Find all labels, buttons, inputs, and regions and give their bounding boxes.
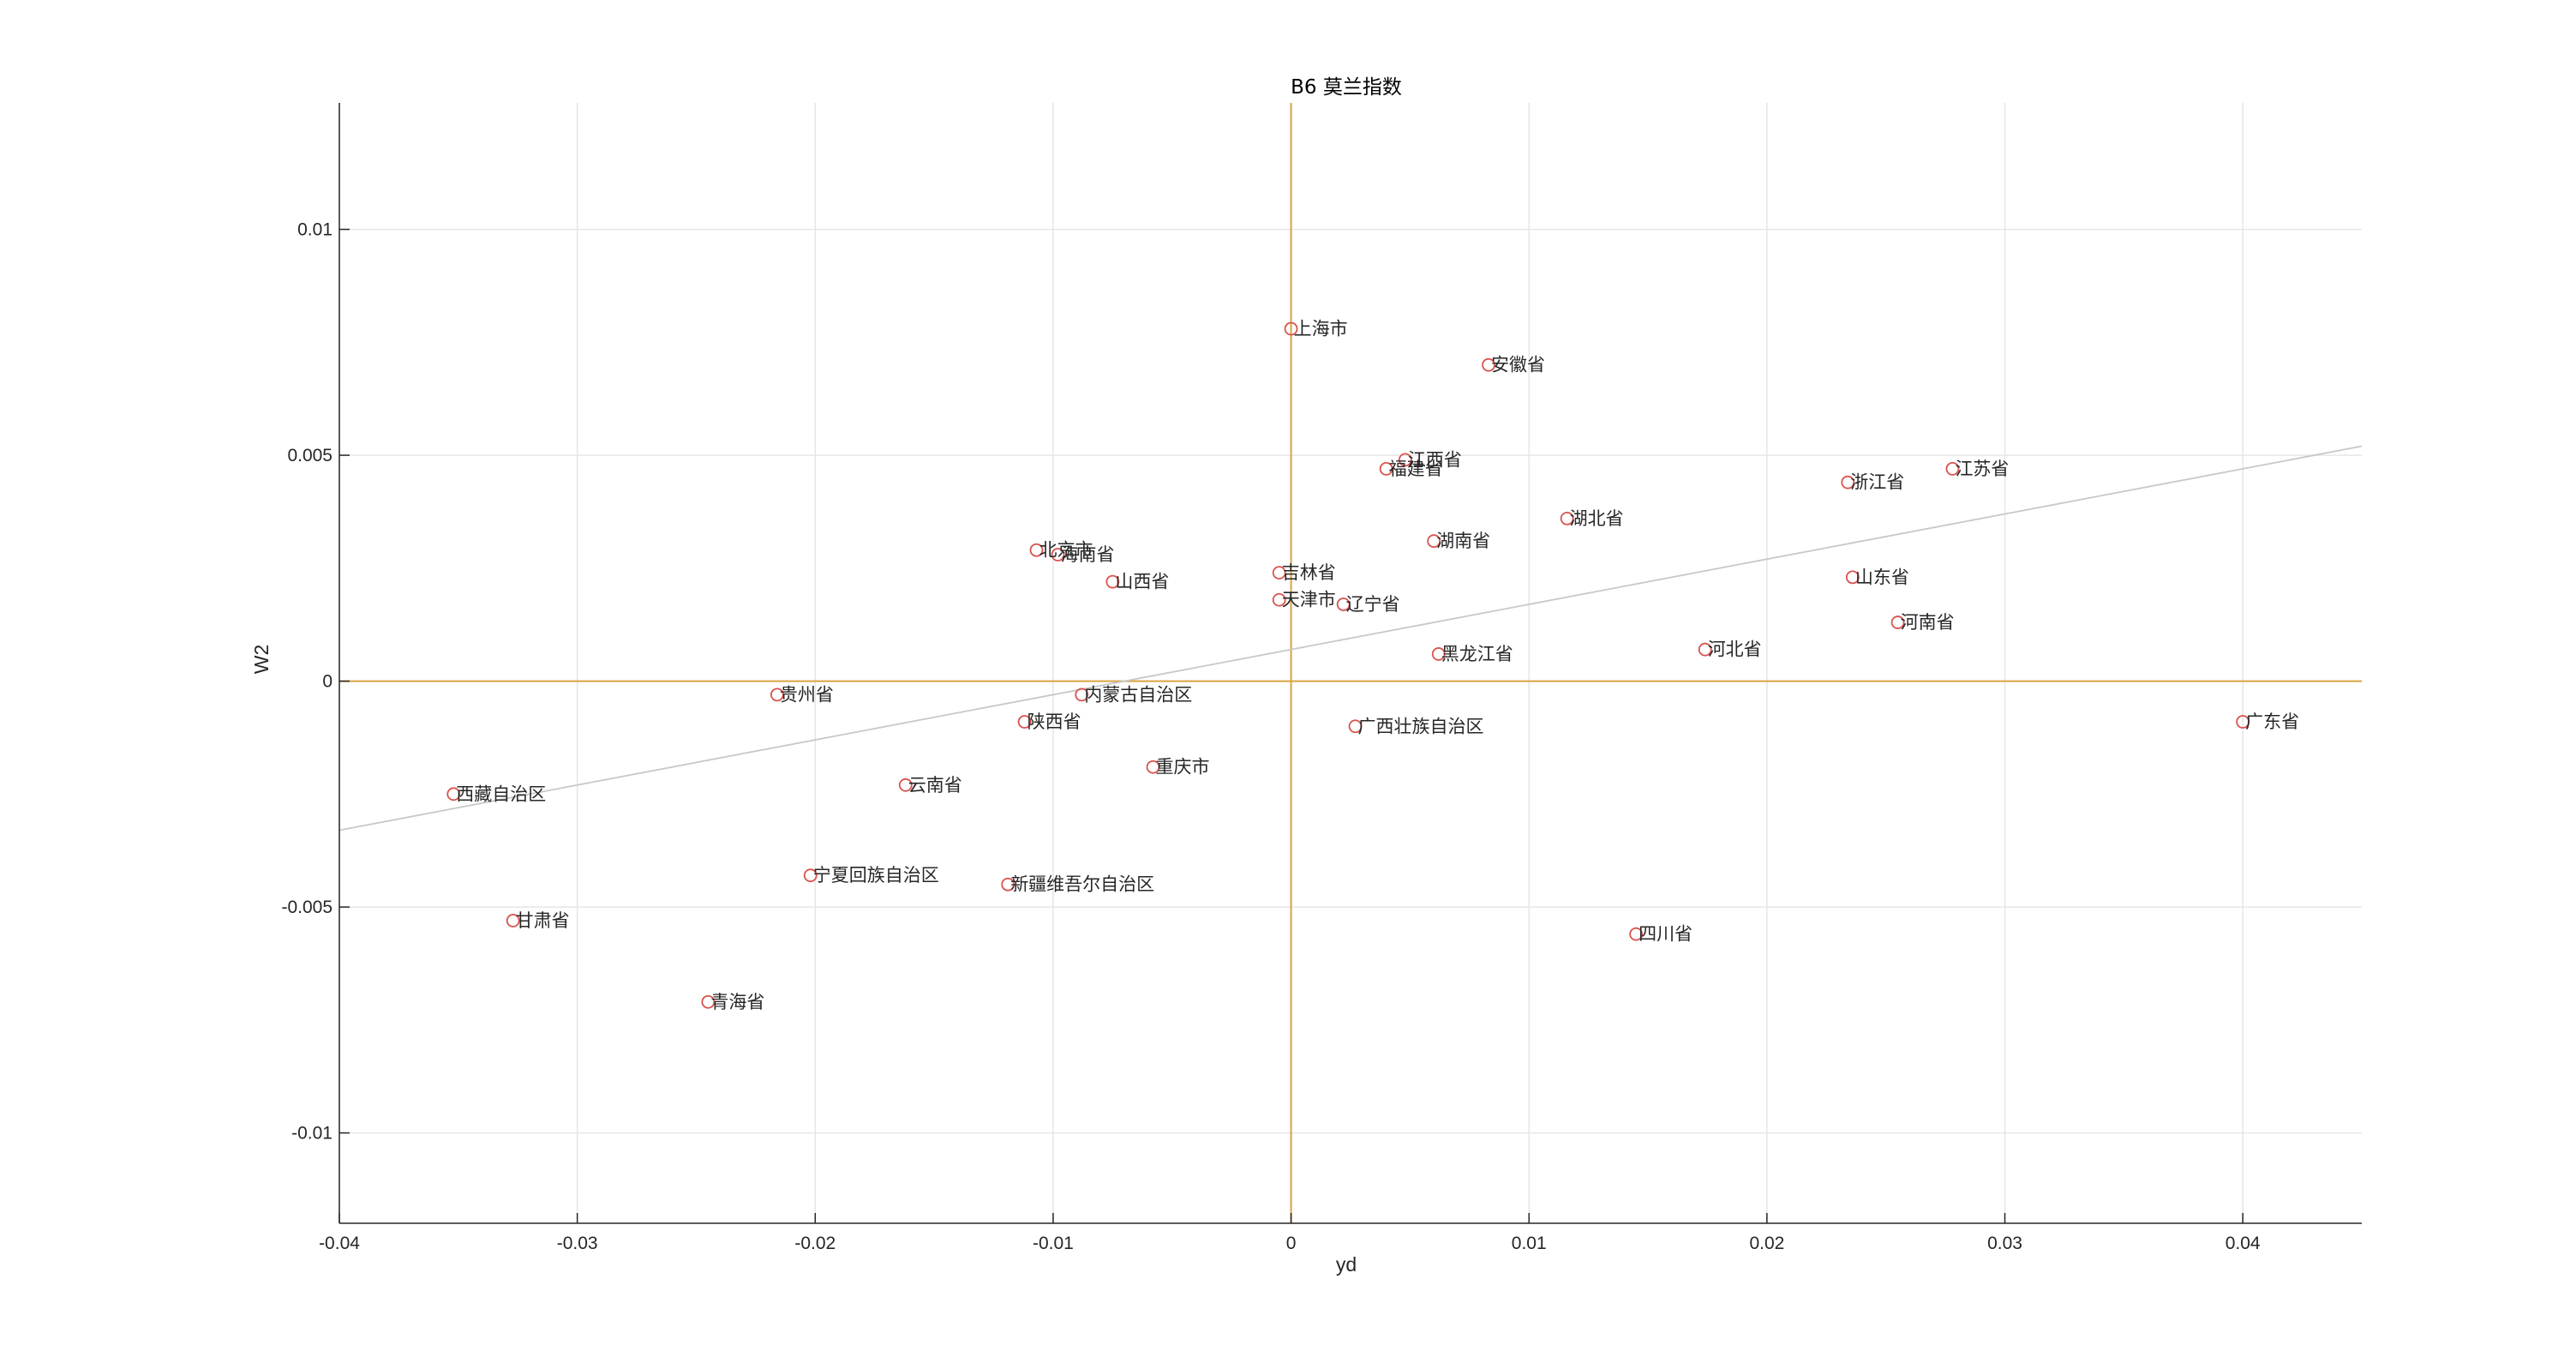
- point-label: 上海市: [1294, 319, 1348, 339]
- point-label: 辽宁省: [1346, 594, 1400, 615]
- point-label: 黑龙江省: [1441, 644, 1513, 664]
- point-label: 重庆市: [1156, 757, 1210, 778]
- chart-title: B6 莫兰指数: [1291, 76, 1402, 99]
- data-point: [1629, 927, 1644, 941]
- point-label: 湖北省: [1570, 508, 1624, 529]
- data-point: [803, 868, 818, 883]
- data-point: [701, 994, 716, 1009]
- data-point: [1272, 592, 1286, 607]
- point-label: 安徽省: [1491, 355, 1545, 375]
- data-point: [1482, 357, 1495, 372]
- x-axis-title: yd: [1336, 1253, 1357, 1276]
- y-tick-label: 0.005: [287, 446, 332, 465]
- data-point: [1560, 511, 1574, 525]
- data-point: [506, 913, 520, 928]
- point-label: 广东省: [2245, 712, 2299, 732]
- point-label: 西藏自治区: [456, 784, 546, 804]
- y-tick-label: 0.01: [297, 220, 332, 240]
- point-label: 广西壮族自治区: [1358, 716, 1484, 736]
- data-point: [1284, 321, 1298, 336]
- point-label: 海南省: [1060, 544, 1114, 565]
- data-point: [770, 688, 784, 702]
- point-label: 青海省: [710, 992, 764, 1012]
- point-label: 江西省: [1408, 449, 1462, 470]
- x-tick-label: -0.03: [557, 1234, 598, 1253]
- data-point: [1001, 877, 1015, 892]
- point-label: 贵州省: [780, 684, 834, 705]
- x-tick-label: 0.01: [1512, 1234, 1547, 1253]
- point-label: 山东省: [1855, 567, 1909, 587]
- point-label: 陕西省: [1027, 712, 1081, 732]
- data-point: [1845, 570, 1860, 585]
- point-label: 山西省: [1115, 572, 1169, 592]
- data-point: [1431, 647, 1446, 661]
- data-points: [446, 321, 2250, 1009]
- data-point: [1841, 475, 1855, 489]
- x-tick-label: -0.02: [794, 1234, 836, 1253]
- point-label: 四川省: [1638, 924, 1692, 945]
- point-label: 河南省: [1901, 612, 1955, 633]
- axes: -0.04 -0.03 -0.02 -0.01 0 0.01 0.02 0.03 0.04 -0.…: [281, 103, 2362, 1253]
- data-point: [446, 787, 461, 802]
- y-tick-label: -0.01: [291, 1124, 332, 1144]
- data-point: [1105, 574, 1120, 589]
- data-point: [1075, 688, 1089, 702]
- regression-line: [338, 445, 2363, 832]
- data-point: [1348, 719, 1363, 734]
- point-label: 河北省: [1708, 639, 1762, 660]
- data-point: [1379, 461, 1393, 476]
- fit-line: [338, 445, 2363, 832]
- point-label: 宁夏回族自治区: [813, 865, 939, 886]
- point-label: 湖南省: [1436, 531, 1490, 551]
- data-point: [1698, 642, 1712, 657]
- y-axis-title: W2: [250, 645, 273, 675]
- x-tick-label: 0.03: [1987, 1234, 2022, 1253]
- point-label: 天津市: [1282, 590, 1336, 610]
- data-point: [1272, 566, 1286, 579]
- point-label: 新疆维吾尔自治区: [1010, 874, 1154, 895]
- data-point: [1017, 715, 1032, 729]
- x-tick-label: 0: [1286, 1234, 1297, 1253]
- data-point: [1029, 543, 1044, 557]
- data-point: [1398, 453, 1412, 467]
- point-label: 甘肃省: [516, 910, 570, 931]
- y-tick-label: -0.005: [281, 898, 332, 917]
- point-label: 吉林省: [1282, 562, 1336, 583]
- point-label: 云南省: [908, 775, 962, 796]
- data-point: [1890, 615, 1905, 629]
- point-label: 福建省: [1389, 459, 1443, 479]
- x-tick-label: 0.04: [2226, 1234, 2261, 1253]
- point-label: 浙江省: [1850, 472, 1904, 493]
- data-point: [1051, 548, 1065, 561]
- point-label: 内蒙古自治区: [1084, 684, 1192, 705]
- data-point: [898, 778, 913, 792]
- reference-lines: [339, 103, 2362, 1223]
- data-point: [1336, 597, 1351, 611]
- point-label: 江苏省: [1955, 459, 2009, 479]
- data-point: [2236, 715, 2250, 729]
- point-label: 北京市: [1039, 540, 1093, 561]
- data-point: [1427, 534, 1441, 549]
- y-tick-label: 0: [322, 672, 332, 692]
- x-tick-label: 0.02: [1749, 1234, 1784, 1253]
- data-point: [1146, 760, 1160, 774]
- x-tick-label: -0.04: [319, 1234, 360, 1253]
- data-point: [1945, 461, 1960, 476]
- x-tick-label: -0.01: [1033, 1234, 1074, 1253]
